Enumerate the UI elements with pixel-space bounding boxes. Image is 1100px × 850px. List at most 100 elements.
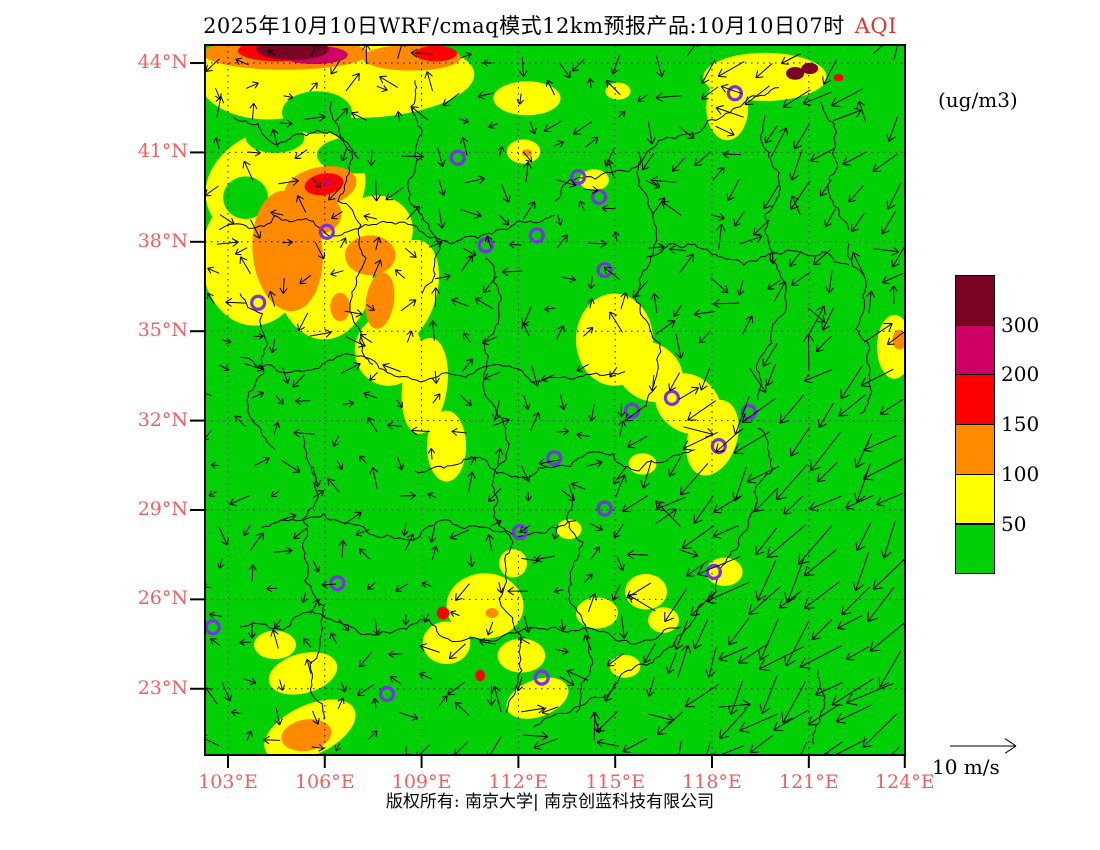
aqi-region-maroon (801, 62, 819, 75)
map-border (204, 44, 906, 756)
aqi-region-orange (345, 235, 396, 276)
city-marker (591, 188, 608, 206)
aqi-region-orange (330, 292, 350, 322)
city-marker (596, 500, 613, 517)
aqi-region-yellow (628, 453, 657, 475)
lat-label: 44°N (137, 51, 188, 74)
boundary-line (239, 610, 682, 645)
boundary-line (239, 293, 276, 451)
aqi-region-yellow (446, 573, 524, 639)
boundary-line (554, 87, 780, 202)
aqi-region-yellow (268, 652, 338, 695)
aqi-region-yellow (254, 630, 296, 660)
legend-value: 300 (1001, 312, 1040, 337)
aqi-region-red (415, 45, 457, 62)
page-title: 2025年10月10日WRF/cmaq模式12km预报产品:10月10日07时 A… (0, 10, 1100, 40)
legend-value: 100 (1001, 461, 1040, 486)
aqi-region-yellow (493, 81, 561, 116)
legend-cell-orange (955, 424, 995, 475)
aqi-region-orange (365, 272, 395, 329)
lon-label: 112°E (488, 771, 549, 793)
boundary-line (329, 101, 374, 365)
legend-value: 50 (1001, 511, 1027, 536)
aqi-region-yellow (625, 573, 667, 610)
boundary-line (301, 435, 325, 720)
city-marker (546, 450, 563, 467)
legend-value: 150 (1001, 412, 1040, 437)
boundary-line (407, 80, 441, 294)
city-marker (533, 669, 550, 686)
city-marker (705, 563, 722, 580)
boundary-line (232, 115, 360, 160)
aqi-region-yellow (354, 314, 422, 386)
lat-label: 38°N (137, 229, 188, 252)
aqi-region-red (475, 669, 485, 682)
city-marker (570, 168, 587, 186)
city-marker (528, 227, 545, 244)
aqi-region-yellow (401, 337, 448, 434)
lon-label: 115°E (585, 771, 645, 793)
aqi-region-yellow (556, 519, 582, 540)
boundary-line (566, 485, 594, 713)
lat-label: 41°N (137, 140, 188, 163)
lon-label: 118°E (682, 771, 742, 793)
legend-value: 200 (1001, 362, 1040, 387)
aqi-region-yellow (706, 74, 749, 141)
city-marker (329, 575, 346, 592)
city-marker (511, 523, 529, 541)
aqi-region-yellow (877, 314, 905, 379)
aqi-region-yellow (576, 597, 618, 629)
aqi-region-maroon (786, 67, 805, 80)
aqi-region-magenta (324, 179, 333, 187)
boundary-line (482, 257, 523, 713)
aqi-region-green (223, 176, 268, 219)
city-marker (318, 223, 335, 240)
city-marker (663, 389, 680, 406)
aqi-region-red (436, 606, 450, 620)
legend-cell-maroon (955, 275, 995, 326)
boundary-line (645, 242, 850, 266)
lon-label: 106°E (294, 771, 355, 793)
aqi-region-yellow (426, 410, 467, 482)
lon-label: 103°E (198, 771, 258, 793)
legend-cell-magenta (955, 324, 995, 376)
boundary-line (218, 214, 556, 245)
boundary-line (634, 151, 662, 408)
city-marker (378, 685, 396, 703)
units-label: (ug/m3) (938, 88, 1018, 112)
aqi-region-yellow (648, 607, 679, 633)
boundary-line (812, 669, 826, 745)
boundary-line (847, 243, 873, 415)
legend-cell-yellow (955, 473, 995, 525)
lat-label: 29°N (137, 497, 188, 520)
aqi-region-red (304, 173, 344, 196)
aqi-region-orange (281, 719, 332, 752)
city-marker (596, 261, 613, 279)
aqi-region-orange (485, 608, 499, 618)
aqi-region-yellow (499, 549, 527, 578)
boundary-line (755, 115, 788, 401)
boundary-line (414, 449, 696, 479)
lon-label: 124°E (874, 771, 935, 793)
boundary-line (533, 427, 773, 727)
aqi-region-yellow (609, 654, 641, 678)
lat-label: 23°N (137, 676, 188, 699)
city-marker (250, 294, 267, 311)
legend-cell-red (955, 374, 995, 426)
boundary-line (239, 353, 626, 383)
city-marker (205, 619, 221, 636)
city-marker (740, 403, 758, 421)
aqi-region-yellow (422, 621, 471, 665)
aqi-region-orange (522, 149, 532, 157)
lat-label: 26°N (137, 587, 188, 610)
lat-label: 32°N (137, 408, 188, 431)
aqi-region-green (282, 91, 352, 134)
legend-cell-green (955, 523, 995, 575)
title-pollutant-tag: AQI (854, 14, 897, 38)
boundary-line (820, 101, 850, 230)
aqi-region-orange (892, 329, 905, 350)
aqi-region-yellow (605, 82, 631, 100)
lat-label: 35°N (137, 319, 188, 342)
